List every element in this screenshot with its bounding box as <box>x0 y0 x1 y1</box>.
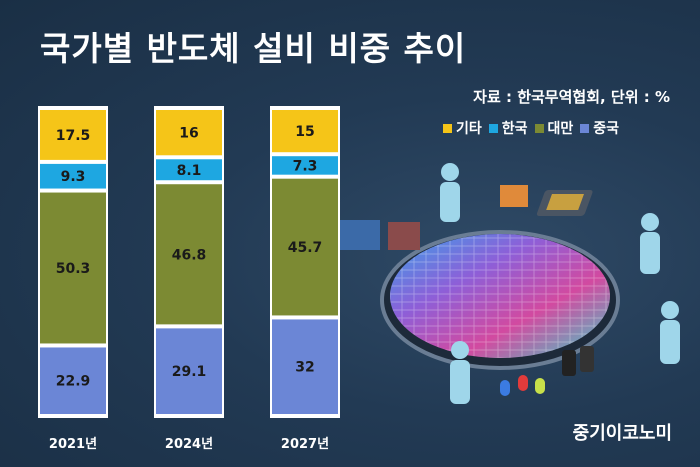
legend: 기타 한국 대만 중국 <box>443 118 619 138</box>
legend-label-korea: 한국 <box>501 121 528 137</box>
bar-segment-중국-1 <box>156 328 222 414</box>
bar-segment-기타-0 <box>40 110 106 160</box>
data-label-중국-0: 22.9 <box>56 374 91 390</box>
component-icon <box>340 185 528 250</box>
bar-segment-대만-0 <box>40 192 106 344</box>
legend-item-taiwan: 대만 <box>534 118 574 138</box>
data-label-한국-2: 7.3 <box>293 158 318 174</box>
data-label-대만-0: 50.3 <box>56 261 91 277</box>
data-label-중국-1: 29.1 <box>172 364 207 380</box>
bar-segment-중국-0 <box>40 347 106 414</box>
engineer-icon <box>440 163 680 404</box>
data-label-한국-0: 9.3 <box>61 169 86 185</box>
x-tick-label-0: 2021년 <box>49 437 97 452</box>
legend-swatch-other <box>443 123 452 133</box>
led-icon <box>500 346 594 396</box>
chart-title: 국가별 반도체 설비 비중 추이 <box>40 29 467 68</box>
chip-icon <box>536 190 593 216</box>
data-label-한국-1: 8.1 <box>177 163 202 179</box>
bar-segment-중국-2 <box>272 319 338 414</box>
bar-segment-한국-2 <box>272 156 338 175</box>
legend-item-korea: 한국 <box>488 118 528 138</box>
legend-swatch-taiwan <box>534 123 544 133</box>
bar-segment-한국-0 <box>40 163 106 189</box>
x-tick-label-2: 2027년 <box>281 437 329 452</box>
data-label-기타-0: 17.5 <box>56 128 91 144</box>
data-label-중국-2: 32 <box>295 360 314 376</box>
bar-segment-대만-1 <box>156 184 222 325</box>
legend-swatch-korea <box>488 123 498 133</box>
bar-segment-기타-2 <box>272 110 338 153</box>
legend-label-taiwan: 대만 <box>547 121 574 137</box>
brand-logo: 중기이코노미 <box>572 423 672 444</box>
data-label-기타-2: 15 <box>295 124 314 140</box>
wafer-icon <box>380 230 620 370</box>
data-label-대만-2: 45.7 <box>288 240 323 256</box>
bar-segment-대만-2 <box>272 178 338 316</box>
legend-swatch-china <box>580 123 590 133</box>
legend-label-china: 중국 <box>593 121 620 137</box>
legend-item-other: 기타 <box>443 118 482 138</box>
bar-segment-기타-1 <box>156 110 222 156</box>
x-tick-label-1: 2024년 <box>165 437 213 452</box>
data-label-기타-1: 16 <box>179 126 198 142</box>
legend-label-other: 기타 <box>456 121 482 137</box>
bar-segment-한국-1 <box>156 159 222 181</box>
legend-item-china: 중국 <box>580 118 619 138</box>
data-label-대만-1: 46.8 <box>172 247 207 263</box>
source-note: 자료 : 한국무역협회, 단위 : % <box>473 88 670 106</box>
semiconductor-illustration <box>340 163 680 404</box>
